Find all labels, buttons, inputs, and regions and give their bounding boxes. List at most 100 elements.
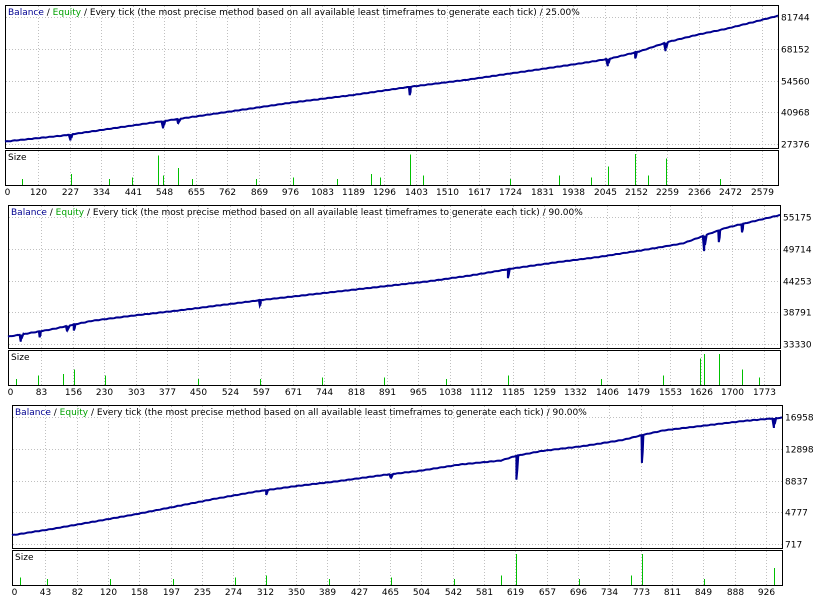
x-tick-label: 1479 [627,388,650,398]
x-tick-label: 696 [570,588,587,598]
x-tick-label: 303 [128,388,145,398]
size-label: Size [8,153,27,163]
x-tick-label: 227 [62,188,79,198]
x-tick-label: 619 [507,588,524,598]
x-tick-label: 2366 [688,188,711,198]
legend: Balance / Equity / Every tick (the most … [8,8,580,18]
x-tick-label: 762 [219,188,236,198]
x-tick-label: 1403 [405,188,428,198]
x-tick-label: 465 [382,588,399,598]
x-tick-label: 0 [8,388,14,398]
x-tick-label: 1296 [373,188,396,198]
x-tick-label: 235 [194,588,211,598]
x-tick-label: 926 [758,588,775,598]
legend-balance: Balance [8,8,44,18]
main-plot-frame [12,405,783,549]
y-tick-label: 16958 [785,414,814,424]
x-tick-label: 1773 [753,388,776,398]
x-tick-label: 1112 [470,388,493,398]
x-tick-label: 312 [257,588,274,598]
size-plot-frame [12,550,783,586]
balance-line [11,416,783,537]
x-tick-label: 597 [253,388,270,398]
x-tick-label: 334 [93,188,110,198]
x-tick-label: 389 [319,588,336,598]
y-tick-label: 27376 [781,141,810,151]
x-tick-label: 524 [222,388,239,398]
x-tick-label: 82 [72,588,83,598]
y-tick-label: 44253 [783,278,812,288]
x-tick-label: 976 [282,188,299,198]
main-plot-frame [8,205,781,349]
legend-text: / Every tick (the most precise method ba… [81,8,580,18]
x-tick-label: 2259 [656,188,679,198]
x-tick-label: 1083 [311,188,334,198]
legend-text: / Every tick (the most precise method ba… [84,208,583,218]
x-tick-label: 1938 [562,188,585,198]
x-tick-label: 504 [413,588,430,598]
legend-equity: Equity [60,408,89,418]
x-tick-label: 888 [727,588,744,598]
size-plot-frame [5,150,779,186]
legend-text: / Every tick (the most precise method ba… [88,408,587,418]
x-tick-label: 1185 [502,388,525,398]
x-tick-label: 120 [30,188,47,198]
y-tick-label: 33330 [783,341,812,351]
x-tick-label: 818 [348,388,365,398]
y-tick-label: 38791 [783,309,812,319]
legend-separator: / [44,8,53,18]
legend-separator: / [47,208,56,218]
x-tick-label: 0 [5,188,11,198]
y-tick-label: 4777 [785,509,808,519]
x-tick-label: 350 [288,588,305,598]
x-tick-label: 744 [316,388,333,398]
x-tick-label: 1406 [596,388,619,398]
legend-equity: Equity [53,8,82,18]
x-tick-label: 1332 [564,388,587,398]
x-tick-label: 869 [251,188,268,198]
y-tick-label: 68152 [781,46,810,56]
chart-panel-1: 0 120 227 334 441 548 655 762 869 976 1083 1189 1296… [4,5,810,198]
y-tick-label: 8837 [785,478,808,488]
balance-line [7,213,781,342]
x-tick-label: 542 [445,588,462,598]
x-tick-label: 1259 [533,388,556,398]
legend: Balance / Equity / Every tick (the most … [15,408,587,418]
x-tick-label: 581 [476,588,493,598]
x-tick-label: 773 [633,588,650,598]
y-tick-label: 717 [785,541,802,551]
legend: Balance / Equity / Every tick (the most … [11,208,583,218]
x-tick-label: 158 [131,588,148,598]
x-tick-label: 43 [40,588,51,598]
x-tick-label: 1189 [342,188,365,198]
x-tick-label: 427 [351,588,368,598]
y-tick-label: 55175 [783,214,812,224]
x-tick-label: 734 [601,588,618,598]
x-tick-label: 1038 [439,388,462,398]
x-tick-label: 450 [190,388,207,398]
x-tick-label: 1553 [659,388,682,398]
x-tick-label: 83 [36,388,47,398]
legend-equity: Equity [56,208,85,218]
x-tick-label: 120 [100,588,117,598]
x-tick-label: 1617 [468,188,491,198]
x-tick-label: 2579 [751,188,774,198]
size-plot-frame [8,350,781,386]
y-tick-label: 12898 [785,446,814,456]
balance-line [4,14,779,143]
x-tick-label: 156 [65,388,82,398]
x-tick-label: 1724 [499,188,522,198]
size-label: Size [15,553,34,563]
x-tick-label: 2472 [719,188,742,198]
x-tick-label: 377 [159,388,176,398]
y-tick-label: 54560 [781,78,810,88]
x-tick-label: 441 [125,188,142,198]
x-tick-label: 1700 [721,388,744,398]
x-tick-label: 0 [12,588,18,598]
legend-balance: Balance [15,408,51,418]
x-tick-label: 1831 [531,188,554,198]
x-tick-label: 849 [695,588,712,598]
y-tick-label: 81744 [781,14,810,24]
x-tick-label: 1626 [690,388,713,398]
x-tick-label: 1510 [436,188,459,198]
